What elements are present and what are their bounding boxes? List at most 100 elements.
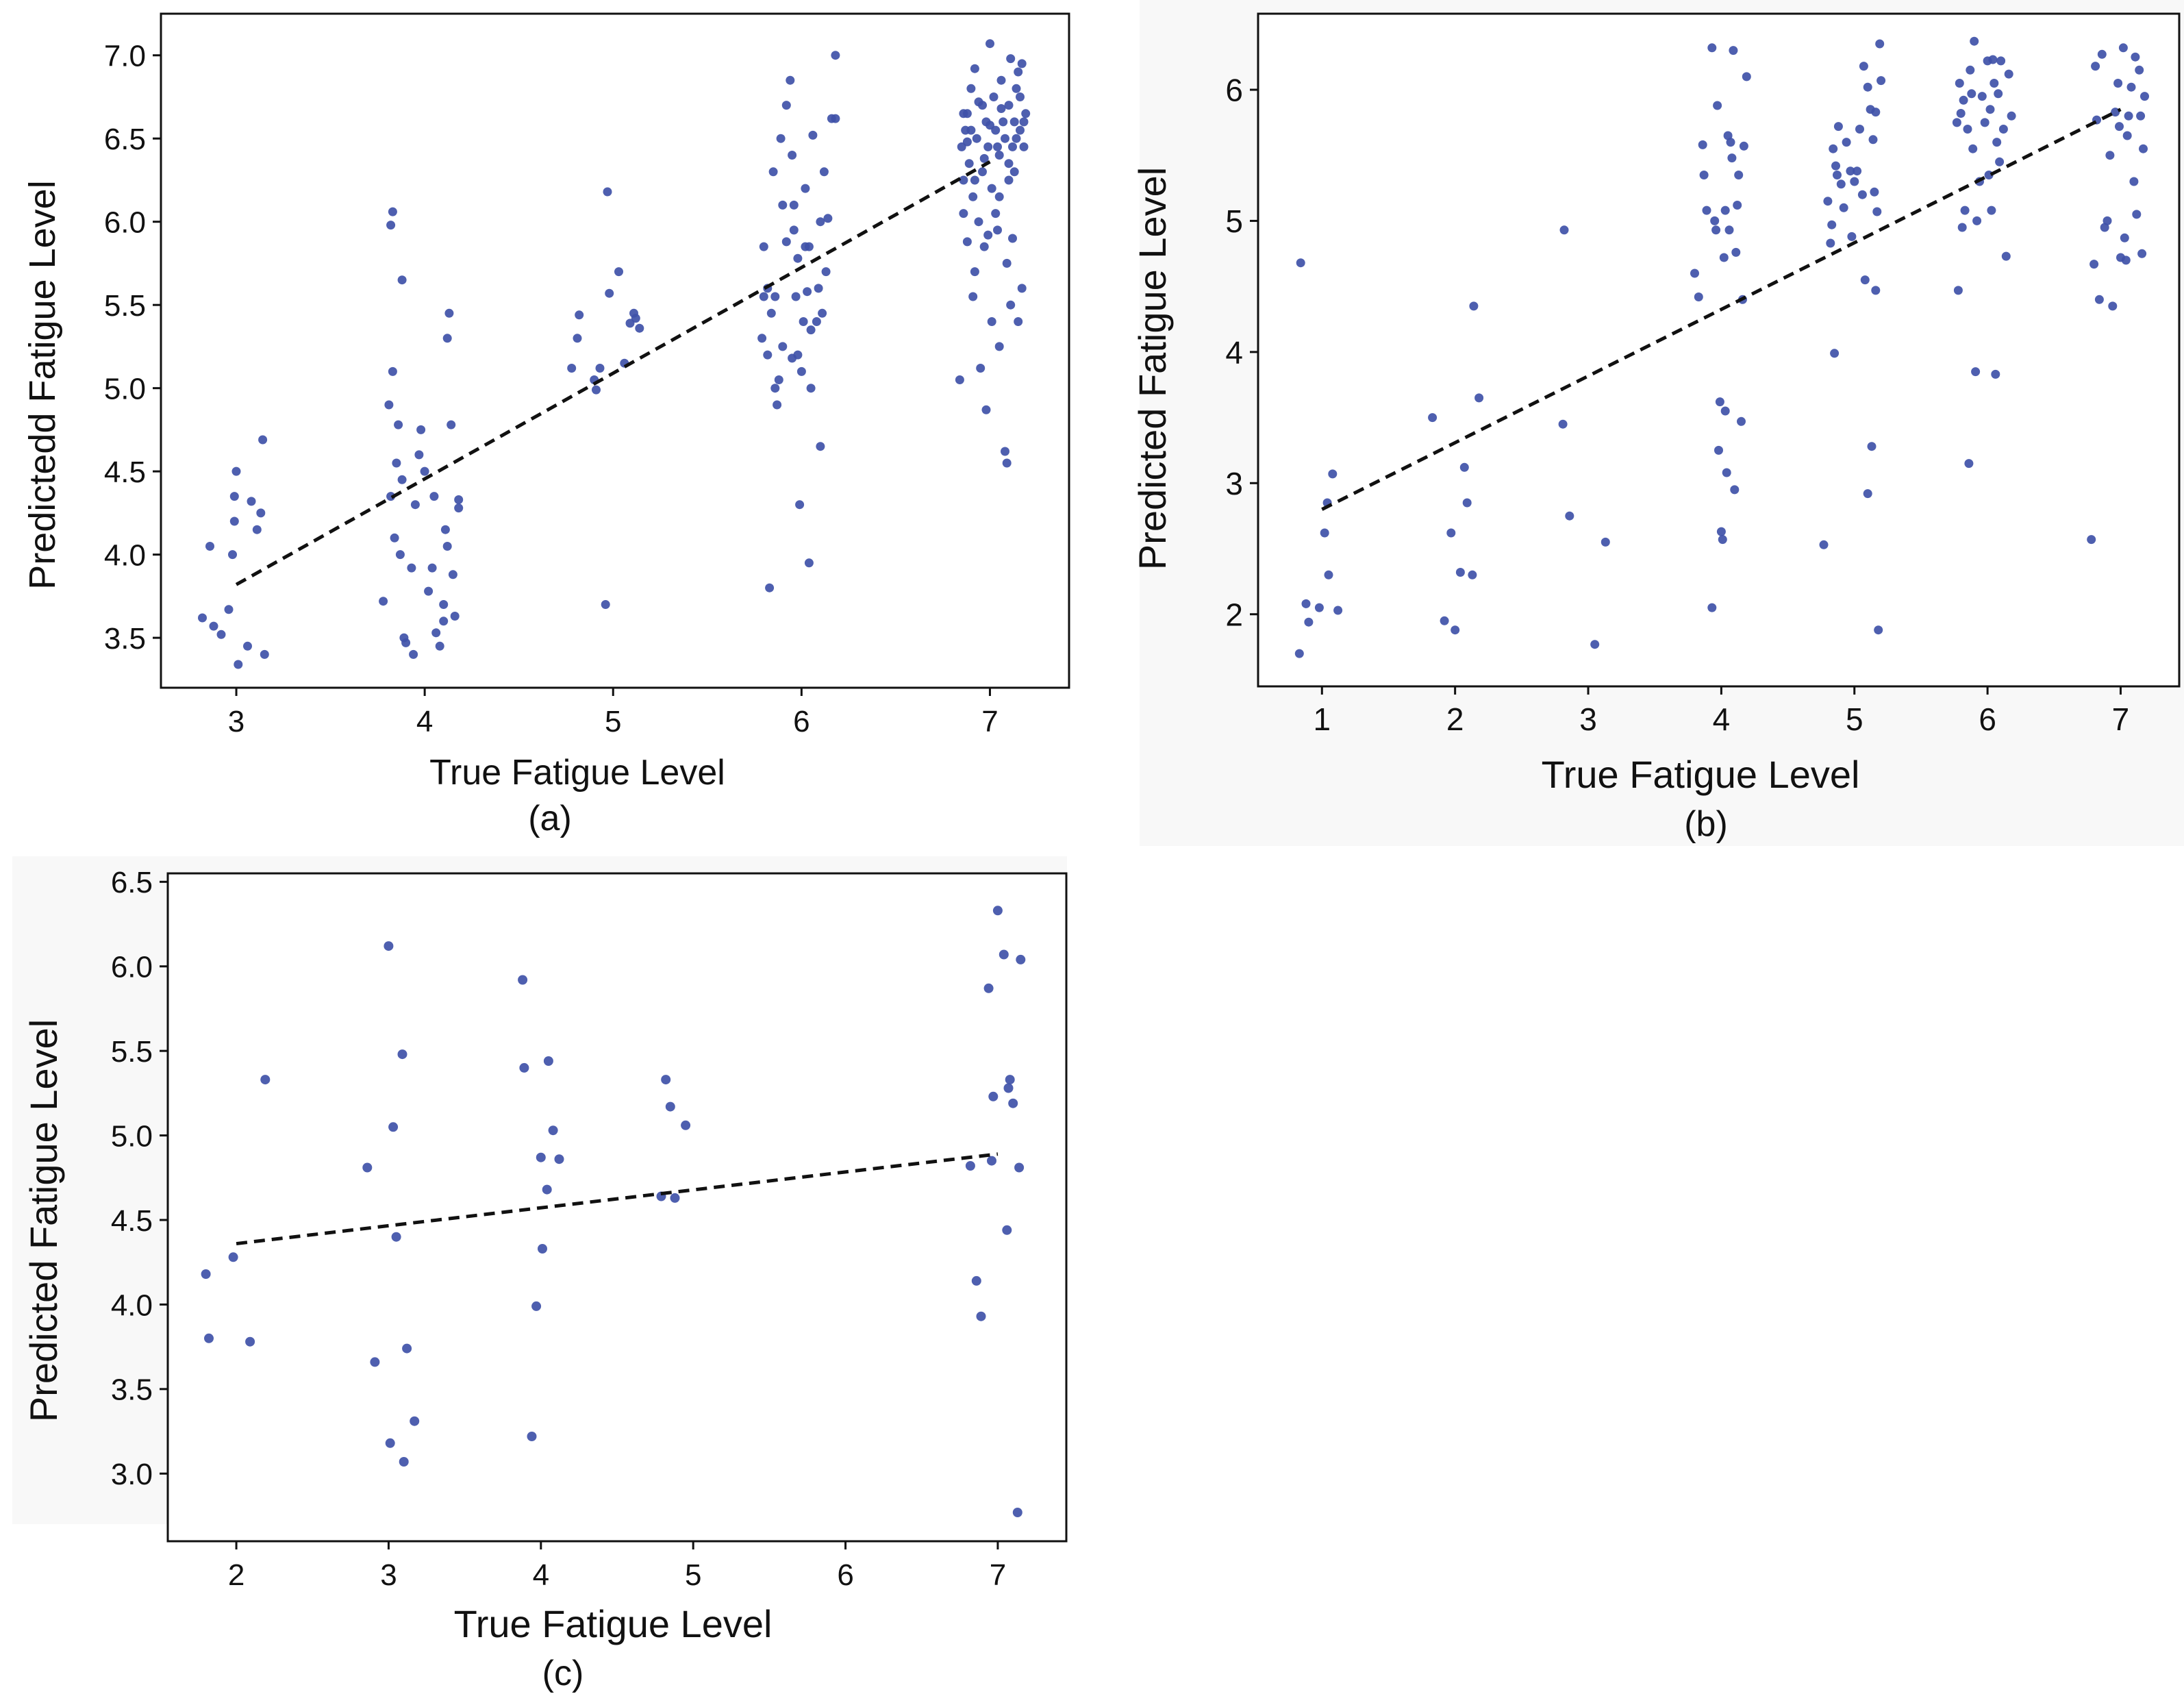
panel-c-data-point-5	[362, 1162, 373, 1173]
panel-a-data-point-67	[757, 334, 767, 343]
panel-a-data-point-153	[1006, 54, 1016, 64]
panel-a-data-point-8	[205, 542, 214, 551]
panel-b-data-point-105	[1980, 118, 1990, 127]
panel-c-x-tick-label-1: 3	[380, 1558, 397, 1592]
panel-a-trend-line	[235, 160, 991, 586]
panel-a-data-point-6	[229, 492, 239, 501]
panel-a-data-point-106	[831, 114, 840, 123]
panel-b-data-point-113	[1992, 138, 2002, 147]
panel-a-data-point-89	[799, 317, 808, 326]
panel-b-data-point-10	[1428, 413, 1438, 423]
panel-c: 2 3 4 5 6 7 3.0 3.5 4.0 4.5 5.0 5.5 6.0 6.5 True Fat…	[12, 856, 1068, 1693]
panel-b-data-point-98	[1967, 89, 1976, 99]
panel-b-data-point-101	[1971, 367, 1981, 377]
panel-b-data-point-85	[1877, 76, 1886, 86]
panel-a-data-point-48	[454, 495, 464, 504]
panel-b-trend-line	[1321, 108, 2122, 511]
panel-b-data-point-58	[1826, 238, 1835, 248]
panel-b-data-point-26	[1694, 292, 1703, 301]
panel-a-data-point-100	[818, 308, 827, 318]
panel-c-x-ticks: 2 3 4 5 6 7	[228, 1541, 1006, 1592]
panel-b-data-point-54	[1739, 141, 1748, 151]
panel-b-data-point-71	[1853, 166, 1862, 176]
panel-a-data-point-176	[1004, 159, 1014, 169]
panel-b-data-point-8	[1328, 469, 1338, 479]
panel-b-data-point-47	[1729, 46, 1738, 55]
panel-c-data-point-21	[542, 1184, 552, 1195]
panel-a-data-point-29	[409, 649, 418, 659]
panel-a-plot-frame	[160, 12, 1070, 689]
panel-b-data-point-114	[1994, 89, 2003, 99]
panel-a-data-point-101	[819, 167, 829, 177]
panel-a-data-point-109	[801, 184, 810, 193]
panel-b-data-point-118	[2001, 251, 2011, 261]
panel-a-y-ticks: 3.5 4.0 4.5 5.0 5.5 6.0 6.5 7.0	[104, 40, 161, 656]
panel-b-data-point-17	[1468, 570, 1477, 580]
panel-a-data-point-170	[966, 125, 976, 135]
panel-a-data-point-49	[454, 503, 464, 513]
panel-b-data-point-57	[1823, 197, 1833, 206]
panel-a-data-point-129	[976, 364, 986, 373]
panel-b-data-point-94	[1960, 205, 1970, 215]
panel-a-data-point-65	[631, 314, 640, 323]
panel-c-data-point-14	[410, 1416, 420, 1426]
panel-b-data-point-61	[1830, 349, 1840, 358]
panel-b-data-point-9	[1333, 606, 1343, 615]
panel-b-data-point-62	[1831, 161, 1840, 171]
panel-c-data-point-33	[983, 983, 994, 993]
panel-b-data-point-120	[2007, 111, 2016, 121]
panel-b-data-point-68	[1846, 166, 1855, 176]
panel-c-data-point-42	[1012, 1508, 1022, 1517]
panel-a-data-point-2	[216, 630, 226, 639]
panel-a-data-point-81	[786, 75, 795, 85]
panel-c-data-point-13	[402, 1343, 412, 1354]
panel-a-data-point-179	[983, 230, 993, 240]
panel-a-data-point-50	[397, 275, 407, 285]
panel-b-data-point-5	[1320, 528, 1329, 538]
panel-a-data-point-73	[768, 167, 778, 177]
panel-a-data-point-160	[1014, 67, 1023, 77]
panel-b-data-point-112	[1991, 369, 2000, 379]
panel-b-data-point-122	[2089, 260, 2099, 269]
panel-a-data-point-85	[791, 292, 801, 301]
panel-a: 3 4 5 6 7 3.5 4.0 4.5 5.0 5.5 6.0 6.5 7.0 True Fati…	[22, 12, 1070, 838]
panel-b-data-point-131	[2111, 108, 2120, 117]
panel-a-data-point-151	[1004, 101, 1014, 110]
panel-b-data-point-12	[1446, 528, 1456, 538]
panel-b-data-point-1	[1296, 258, 1305, 268]
panel-b-data-point-96	[1964, 459, 1974, 469]
panel-b-data-point-2	[1301, 599, 1311, 608]
panel-c-data-point-7	[384, 941, 394, 951]
panel-b-data-point-39	[1719, 253, 1729, 262]
panel-a-data-point-146	[999, 117, 1008, 127]
panel-b-data-point-38	[1718, 535, 1727, 545]
panel-a-data-point-167	[1021, 109, 1031, 119]
panel-c-data-point-24	[554, 1154, 564, 1164]
panel-c-data-point-27	[665, 1101, 675, 1112]
panel-b-data-point-130	[2108, 301, 2118, 311]
panel-a-data-point-45	[447, 420, 456, 429]
panel-b-data-point-35	[1714, 445, 1723, 455]
panel-b-plot-area	[1258, 14, 2179, 686]
panel-a-data-point-24	[394, 420, 403, 429]
panel-b-data-point-19	[1474, 393, 1484, 403]
panel-a-data-point-121	[964, 159, 974, 169]
panel-a-x-axis-label: True Fatigue Level	[429, 753, 725, 793]
panel-c-points	[201, 906, 1026, 1517]
panel-b-data-point-123	[2091, 62, 2100, 71]
panel-c-plot-frame	[166, 872, 1068, 1543]
panel-b-data-point-66	[1839, 203, 1848, 212]
panel-b-data-point-21	[1559, 225, 1569, 235]
panel-a-data-point-159	[1014, 317, 1023, 326]
panel-a-data-point-59	[605, 288, 614, 298]
panel-b-data-point-69	[1847, 232, 1857, 241]
panel-c-data-point-19	[536, 1152, 546, 1162]
panel-a-data-point-174	[993, 142, 1002, 151]
panel-a-data-point-155	[1008, 142, 1017, 151]
panel-a-data-point-148	[1001, 447, 1009, 456]
panel-a-data-point-35	[424, 586, 434, 596]
panel-c-y-tick-label-0: 3.0	[111, 1458, 153, 1491]
panel-c-y-tick-label-7: 6.5	[111, 866, 153, 899]
panel-a-data-point-123	[968, 292, 978, 301]
panel-b-data-point-55	[1742, 72, 1751, 82]
